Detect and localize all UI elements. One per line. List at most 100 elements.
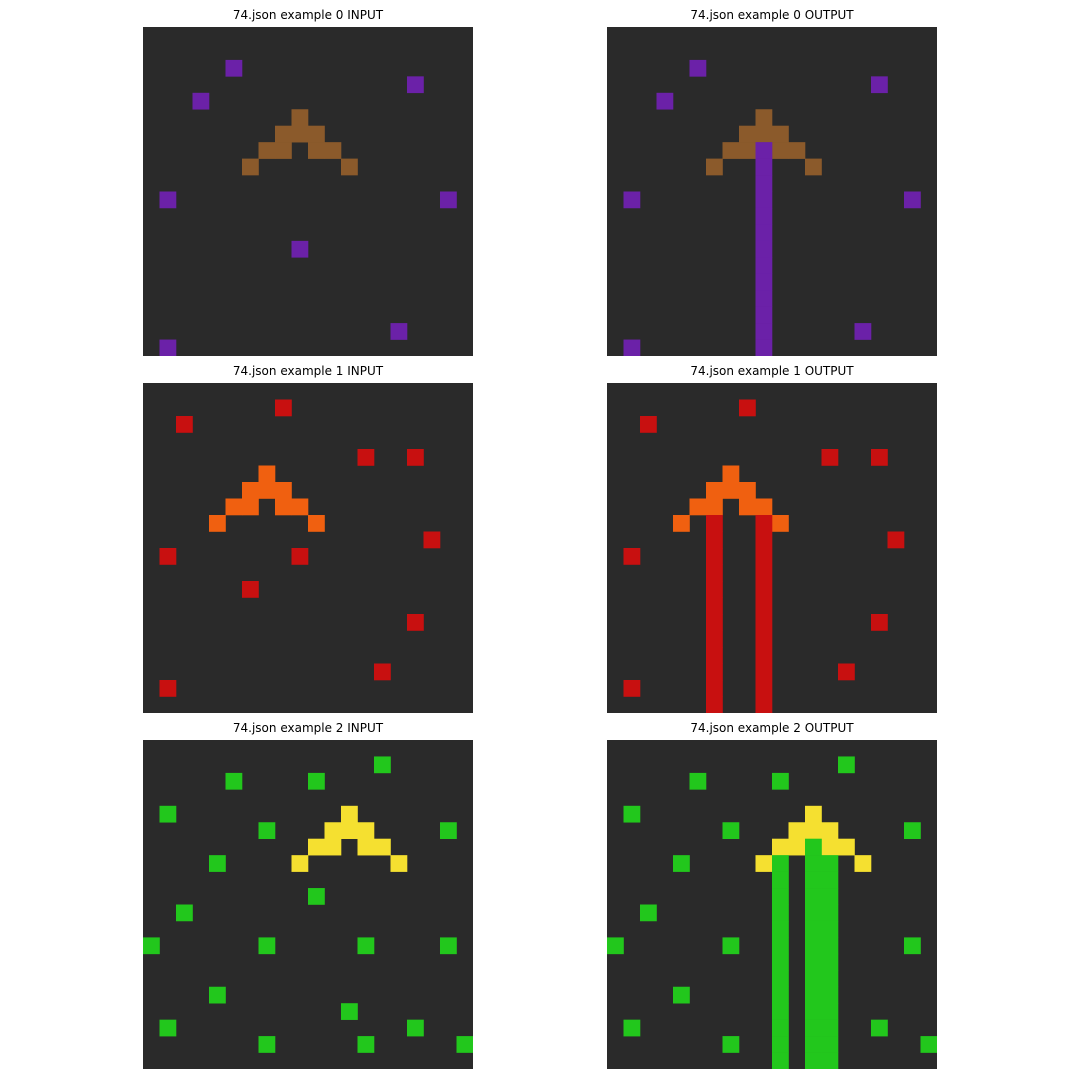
red-cell	[706, 597, 723, 615]
green-cell	[258, 937, 276, 955]
orange-cell	[706, 482, 723, 499]
green-cell	[772, 937, 789, 955]
green-cell	[176, 904, 193, 922]
brown-cell	[308, 125, 325, 143]
yellow-cell	[324, 822, 342, 839]
brown-cell	[308, 142, 325, 159]
green-cell	[772, 1019, 789, 1037]
green-cell	[805, 937, 822, 955]
orange-cell	[689, 498, 707, 516]
yellow-cell	[374, 838, 391, 856]
yellow-cell	[308, 838, 325, 856]
green-cell	[159, 805, 177, 823]
green-cell	[623, 1019, 641, 1037]
red-cell	[821, 449, 839, 466]
green-cell	[772, 1052, 789, 1069]
red-cell	[623, 548, 641, 565]
grid-example-1-input	[143, 383, 473, 713]
yellow-cell	[341, 805, 358, 823]
green-cell	[772, 970, 789, 988]
brown-cell	[722, 142, 740, 159]
red-cell	[871, 449, 888, 466]
red-cell	[755, 630, 773, 648]
orange-cell	[755, 498, 773, 516]
brown-cell	[324, 142, 342, 159]
red-cell	[423, 531, 441, 549]
red-cell	[706, 680, 723, 697]
yellow-cell	[821, 838, 839, 856]
purple-cell	[225, 59, 243, 77]
panel-title: 74.json example 0 OUTPUT	[690, 8, 854, 22]
red-cell	[739, 399, 756, 417]
brown-cell	[739, 125, 756, 143]
orange-cell	[308, 515, 325, 532]
red-cell	[640, 416, 657, 433]
green-cell	[722, 822, 740, 839]
yellow-cell	[772, 838, 789, 856]
yellow-cell	[341, 822, 358, 839]
red-cell	[706, 515, 723, 532]
purple-cell	[291, 240, 309, 258]
red-cell	[374, 663, 391, 681]
green-cell	[805, 986, 822, 1004]
purple-cell	[755, 306, 773, 324]
purple-cell	[854, 323, 872, 340]
green-cell	[821, 1019, 839, 1037]
grid-example-2-output	[607, 740, 937, 1069]
red-cell	[706, 663, 723, 681]
panel-title: 74.json example 2 OUTPUT	[690, 721, 854, 735]
brown-cell	[275, 142, 292, 159]
yellow-cell	[805, 822, 822, 839]
brown-cell	[242, 158, 259, 176]
red-cell	[755, 515, 773, 532]
purple-cell	[407, 76, 424, 94]
red-cell	[871, 614, 888, 631]
brown-cell	[291, 109, 309, 126]
yellow-cell	[357, 838, 375, 856]
red-cell	[755, 663, 773, 681]
green-cell	[805, 1052, 822, 1069]
green-cell	[821, 871, 839, 889]
orange-cell	[242, 482, 259, 499]
yellow-cell	[390, 855, 408, 872]
green-cell	[838, 756, 855, 774]
orange-cell	[242, 498, 259, 516]
panel-example-0-output: 74.json example 0 OUTPUT	[607, 8, 937, 356]
brown-cell	[805, 158, 822, 176]
red-cell	[755, 548, 773, 565]
green-cell	[440, 822, 457, 839]
purple-cell	[755, 240, 773, 258]
green-cell	[805, 855, 822, 872]
green-cell	[821, 920, 839, 938]
green-cell	[772, 1003, 789, 1020]
yellow-cell	[788, 822, 806, 839]
panel-title: 74.json example 0 INPUT	[232, 8, 384, 22]
panel-title: 74.json example 1 OUTPUT	[690, 364, 854, 378]
purple-cell	[440, 191, 457, 209]
orange-cell	[673, 515, 690, 532]
green-cell	[772, 953, 789, 971]
green-cell	[821, 904, 839, 922]
grid-example-2-input	[143, 740, 473, 1069]
green-cell	[341, 1003, 358, 1020]
red-cell	[755, 597, 773, 615]
panel-title: 74.json example 2 INPUT	[232, 721, 384, 735]
red-cell	[887, 531, 905, 549]
purple-cell	[755, 191, 773, 209]
red-cell	[357, 449, 375, 466]
green-cell	[258, 1036, 276, 1053]
green-cell	[640, 904, 657, 922]
red-cell	[706, 647, 723, 664]
purple-cell	[755, 207, 773, 225]
green-cell	[805, 1003, 822, 1020]
green-cell	[904, 937, 921, 955]
green-cell	[821, 986, 839, 1004]
green-cell	[821, 1003, 839, 1020]
red-cell	[706, 531, 723, 549]
orange-cell	[258, 482, 276, 499]
orange-cell	[706, 498, 723, 516]
green-cell	[772, 888, 789, 905]
purple-cell	[755, 290, 773, 307]
yellow-cell	[788, 838, 806, 856]
green-cell	[159, 1019, 177, 1037]
